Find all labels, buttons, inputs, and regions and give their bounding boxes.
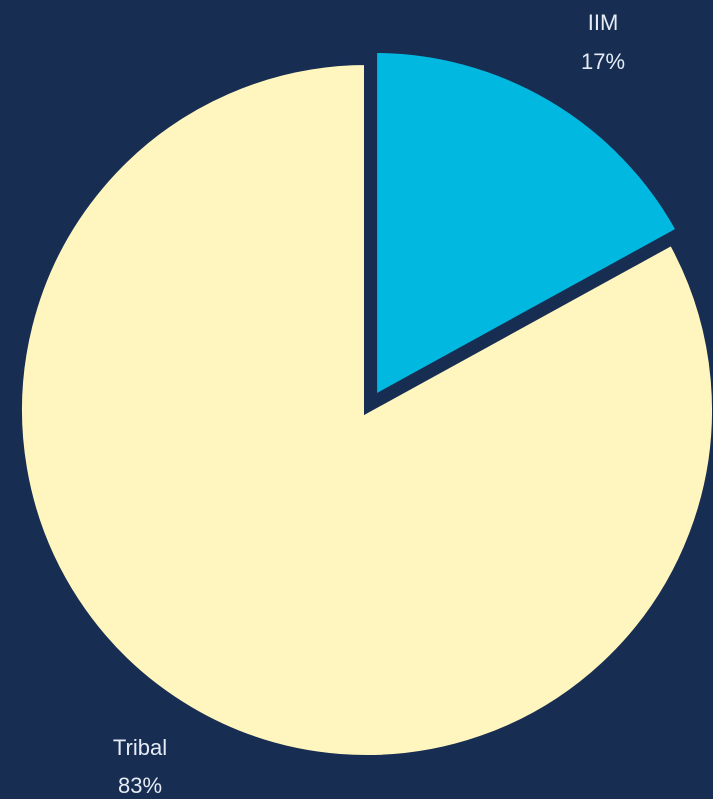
label-tribal-value: 83%	[118, 773, 162, 798]
label-tribal-name: Tribal	[113, 735, 167, 760]
label-iim-name: IIM	[588, 10, 619, 35]
pie-slice-iim	[371, 46, 684, 404]
pie-slice-tribal	[16, 58, 713, 761]
label-iim: IIM 17%	[581, 10, 625, 74]
label-tribal: Tribal 83%	[113, 735, 167, 798]
pie-slices	[16, 46, 713, 761]
label-iim-value: 17%	[581, 49, 625, 74]
